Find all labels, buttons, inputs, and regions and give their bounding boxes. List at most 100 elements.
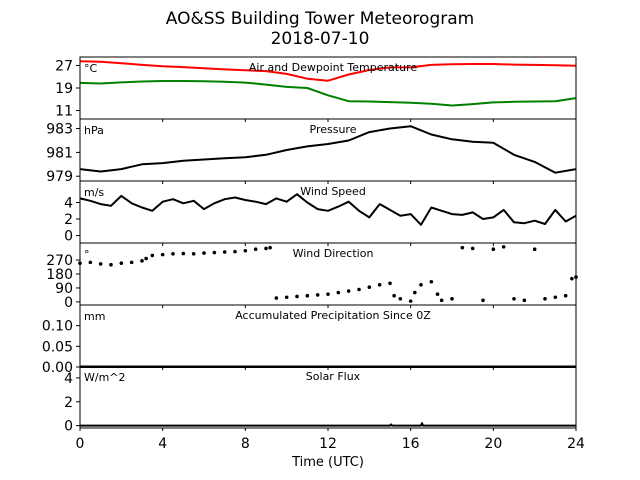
wind-direction-point xyxy=(295,294,299,299)
y-tick-label: 0.10 xyxy=(42,319,73,335)
x-tick-label: 0 xyxy=(76,436,85,452)
panel-0: 11 19 27 Air and Dewpoint Temperature °C xyxy=(55,56,577,122)
x-tick-label: 24 xyxy=(567,436,585,452)
wind-direction-point xyxy=(413,290,417,295)
panel-title: Wind Direction xyxy=(293,247,374,260)
wind-direction-point xyxy=(435,292,440,296)
wind-direction-point xyxy=(243,248,248,253)
wind-direction-point xyxy=(98,262,103,266)
wind-direction-point xyxy=(408,299,413,303)
wind-direction-point xyxy=(419,283,423,287)
y-tick-label: 983 xyxy=(46,122,73,138)
wind-direction-point xyxy=(315,293,320,297)
wind-direction-point xyxy=(129,260,134,265)
wind-direction-point xyxy=(450,297,454,301)
pressure-line xyxy=(79,125,577,174)
wind-direction-point xyxy=(191,252,196,256)
x-axis-label: Time (UTC) xyxy=(291,455,364,470)
wind-direction-point xyxy=(119,261,124,265)
wind-direction-point xyxy=(367,285,372,289)
wind-direction-point xyxy=(88,260,93,265)
y-tick-label: 2 xyxy=(64,395,73,411)
wind-direction-point xyxy=(491,247,496,251)
wind-direction-point xyxy=(222,250,227,254)
y-tick-label: 90 xyxy=(55,281,73,297)
wind-direction-point xyxy=(543,297,547,301)
panel-4: 0.00 0.05 0.10 Accumulated Precipitation Si… xyxy=(42,304,577,376)
wind-direction-point xyxy=(439,298,444,303)
wind-direction-point xyxy=(305,293,310,298)
panel-unit: W/m^2 xyxy=(84,371,126,384)
wind-direction-point xyxy=(181,251,186,256)
x-tick-label: 8 xyxy=(241,436,250,452)
y-tick-label: 180 xyxy=(46,267,73,283)
wind-direction-point xyxy=(388,281,392,286)
panel-title: Wind Speed xyxy=(300,185,366,198)
wind-direction-point xyxy=(109,262,113,267)
y-tick-label: 0 xyxy=(64,295,73,311)
wind-direction-point xyxy=(392,293,396,298)
wind-direction-point xyxy=(512,297,516,301)
wind-direction-point xyxy=(501,245,506,249)
wind-direction-point xyxy=(346,289,351,293)
wind-direction-point xyxy=(460,245,465,250)
y-tick-label: 0 xyxy=(64,229,73,245)
y-tick-label: 270 xyxy=(46,253,73,269)
panel-title: Solar Flux xyxy=(306,370,361,383)
wind_speed-line xyxy=(79,193,577,226)
wind-direction-point xyxy=(264,246,268,251)
panel-title: Air and Dewpoint Temperature xyxy=(249,61,417,74)
wind-direction-point xyxy=(274,296,279,300)
x-tick-label: 20 xyxy=(484,436,502,452)
y-tick-label: 4 xyxy=(64,371,73,387)
y-tick-label: 11 xyxy=(55,104,73,120)
x-tick-label: 12 xyxy=(319,436,337,452)
x-tick-label: 16 xyxy=(402,436,420,452)
wind-direction-point xyxy=(326,292,330,296)
y-tick-label: 4 xyxy=(64,195,73,211)
wind-direction-point xyxy=(253,247,258,251)
figure-date: 2018-07-10 xyxy=(271,29,370,49)
y-tick-label: 981 xyxy=(46,145,73,161)
y-tick-label: 19 xyxy=(55,81,73,97)
panel-2: 024 Wind Speed m/s xyxy=(64,180,577,246)
y-tick-label: 979 xyxy=(46,169,73,185)
wind-direction-point xyxy=(202,251,206,255)
panel-unit: °C xyxy=(84,62,98,75)
wind-direction-point xyxy=(140,259,144,263)
wind-direction-point xyxy=(532,247,537,251)
wind-direction-point xyxy=(144,256,148,261)
panel-unit: mm xyxy=(84,310,105,323)
solar-line xyxy=(80,422,576,427)
figure-title: AO&SS Building Tower Meteorogram xyxy=(166,9,474,29)
wind-direction-point xyxy=(336,290,341,295)
y-tick-label: 2 xyxy=(64,212,73,228)
wind-direction-point xyxy=(284,295,289,300)
wind-direction-point xyxy=(553,295,558,300)
wind-direction-point xyxy=(398,297,403,301)
y-tick-label: 0 xyxy=(64,419,73,435)
wind-direction-point xyxy=(522,298,527,303)
wind-direction-point xyxy=(470,246,475,251)
wind-direction-point xyxy=(150,253,155,258)
panel-unit: m/s xyxy=(84,186,104,199)
panels: 11 19 27 Air and Dewpoint Temperature °C 979 9… xyxy=(42,56,585,452)
wind-direction-point xyxy=(233,249,237,254)
panel-unit: ° xyxy=(84,248,90,261)
x-tick-label: 4 xyxy=(158,436,167,452)
y-tick-label: 27 xyxy=(55,58,73,74)
wind-direction-point xyxy=(212,250,217,255)
wind-direction-point xyxy=(268,245,272,250)
panel-title: Pressure xyxy=(310,123,357,136)
panel-unit: hPa xyxy=(84,124,104,137)
wind-direction-point xyxy=(429,279,434,284)
temperature-line xyxy=(79,60,577,82)
y-tick-label: 0.00 xyxy=(42,360,73,376)
wind-direction-point xyxy=(171,252,175,256)
wind-direction-point xyxy=(563,293,568,298)
y-tick-label: 0.05 xyxy=(42,339,73,355)
dewpoint-line xyxy=(79,80,577,107)
